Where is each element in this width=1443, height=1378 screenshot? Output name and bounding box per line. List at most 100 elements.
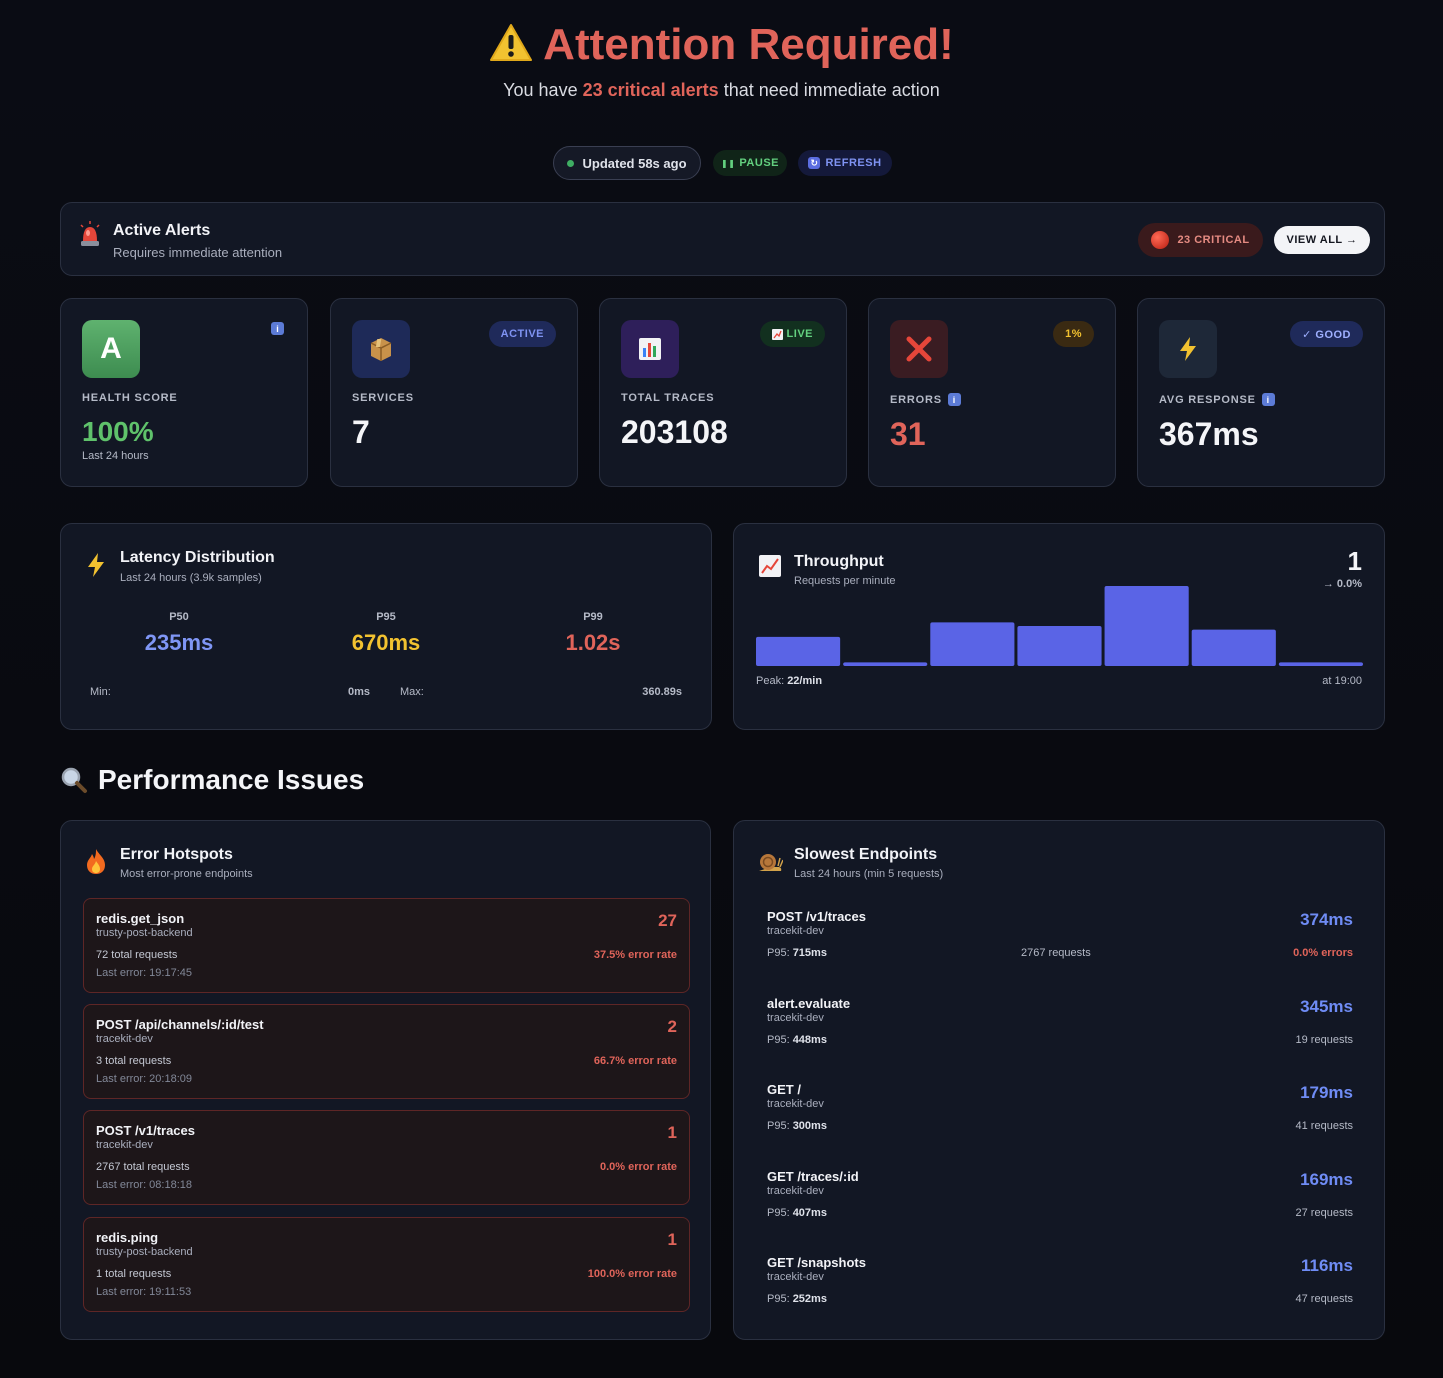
- request-count: 27 requests: [1295, 1207, 1353, 1219]
- good-badge: ✓ GOOD: [1290, 321, 1363, 347]
- health-grade: A: [82, 320, 140, 378]
- title-text: Attention Required!: [543, 20, 954, 69]
- avg-response-card: ✓ GOOD AVG RESPONSE i 367ms: [1137, 298, 1385, 487]
- slow-endpoint-row[interactable]: GET /snapshots tracekit-dev P95: 252ms 1…: [767, 1255, 1353, 1315]
- slow-endpoint-row[interactable]: GET / tracekit-dev P95: 300ms 179ms 41 r…: [767, 1082, 1353, 1142]
- last-error: Last error: 08:18:18: [96, 1179, 193, 1191]
- page-title: Attention Required!: [0, 20, 1443, 70]
- live-dot-icon: [567, 159, 575, 167]
- red-circle-icon: [1151, 231, 1170, 249]
- endpoint-name: redis.get_json: [96, 911, 185, 926]
- health-score-card: A i HEALTH SCORE 100% Last 24 hours: [60, 298, 308, 487]
- errors-value: 31: [890, 416, 926, 452]
- info-icon[interactable]: i: [271, 322, 284, 335]
- traces-value: 203108: [621, 414, 728, 450]
- error-rate-badge: 1%: [1053, 321, 1094, 347]
- slow-endpoint-row[interactable]: GET /traces/:id tracekit-dev P95: 407ms …: [767, 1169, 1353, 1229]
- total-traces-card: LIVE TOTAL TRACES 203108: [599, 298, 847, 487]
- errors-label: ERRORS i: [890, 393, 961, 406]
- avg-latency: 374ms: [1300, 910, 1353, 929]
- latency-subtitle: Last 24 hours (3.9k samples): [120, 572, 262, 584]
- health-value: 100%: [82, 416, 154, 447]
- package-icon: [352, 320, 410, 378]
- endpoint-name: redis.ping: [96, 1230, 159, 1245]
- response-label: AVG RESPONSE i: [1159, 393, 1275, 406]
- hotspots-subtitle: Most error-prone endpoints: [120, 868, 253, 880]
- total-requests: 2767 total requests: [96, 1161, 190, 1173]
- pause-button[interactable]: ❚❚ PAUSE: [713, 150, 787, 176]
- p95-latency: P95: 252ms: [767, 1293, 827, 1305]
- slow-endpoint-row[interactable]: POST /v1/traces tracekit-dev P95: 715ms …: [767, 909, 1353, 969]
- throughput-bar: [1104, 586, 1189, 666]
- service-name: trusty-post-backend: [96, 1246, 193, 1258]
- avg-latency: 179ms: [1300, 1083, 1353, 1102]
- services-label: SERVICES: [352, 392, 414, 404]
- bar-chart-icon: [621, 320, 679, 378]
- error-count: 1: [667, 1230, 677, 1249]
- latency-distribution-card: Latency Distribution Last 24 hours (3.9k…: [60, 523, 712, 730]
- hotspot-row[interactable]: redis.ping trusty-post-backend 1 total r…: [83, 1217, 690, 1312]
- total-requests: 1 total requests: [96, 1268, 172, 1280]
- response-value: 367ms: [1159, 416, 1259, 452]
- min-value: 0ms: [348, 686, 371, 698]
- endpoint-name: POST /v1/traces: [767, 909, 866, 924]
- throughput-trend: → 0.0%: [1322, 578, 1362, 590]
- request-count: 47 requests: [1295, 1293, 1353, 1305]
- view-all-button[interactable]: VIEW ALL →: [1274, 226, 1370, 254]
- live-badge: LIVE: [759, 321, 825, 347]
- critical-badge[interactable]: 23 CRITICAL: [1138, 223, 1263, 257]
- request-count: 2767 requests: [1021, 947, 1091, 959]
- slowest-endpoints-card: Slowest Endpoints Last 24 hours (min 5 r…: [733, 820, 1385, 1340]
- error-rate: 37.5% error rate: [593, 949, 677, 961]
- error-rate: 0.0% error rate: [599, 1161, 677, 1173]
- p50-label: P50: [169, 611, 189, 623]
- warning-icon: [490, 24, 533, 61]
- p95-value: 670ms: [351, 630, 421, 655]
- service-name: tracekit-dev: [767, 1185, 824, 1197]
- peak-time: at 19:00: [1322, 675, 1362, 687]
- hotspot-row[interactable]: redis.get_json trusty-post-backend 72 to…: [83, 898, 690, 993]
- peak-info: Peak: 22/min: [756, 675, 823, 687]
- updated-status: Updated 58s ago: [553, 146, 701, 180]
- max-label: Max:: [400, 686, 424, 698]
- hotspot-row[interactable]: POST /api/channels/:id/test tracekit-dev…: [83, 1004, 690, 1099]
- latency-title: Latency Distribution: [120, 549, 275, 566]
- p95-label: P95: [376, 611, 396, 623]
- throughput-bar: [843, 662, 928, 666]
- pause-icon: ❚❚: [721, 158, 736, 168]
- error-rate: 100.0% error rate: [587, 1268, 677, 1280]
- service-name: tracekit-dev: [96, 1033, 153, 1045]
- hotspots-title: Error Hotspots: [120, 846, 233, 863]
- refresh-button[interactable]: ↻ REFRESH: [798, 150, 892, 176]
- throughput-value: 1: [1347, 546, 1362, 576]
- throughput-subtitle: Requests per minute: [794, 575, 896, 587]
- request-count: 41 requests: [1295, 1120, 1353, 1132]
- slowest-title: Slowest Endpoints: [794, 846, 938, 863]
- throughput-bar: [1017, 626, 1102, 666]
- total-requests: 3 total requests: [96, 1055, 172, 1067]
- endpoint-name: GET /: [767, 1082, 801, 1097]
- hotspot-row[interactable]: POST /v1/traces tracekit-dev 2767 total …: [83, 1110, 690, 1205]
- active-alerts-bar: Active Alerts Requires immediate attenti…: [60, 202, 1385, 276]
- last-error: Last error: 19:11:53: [96, 1286, 192, 1298]
- p99-value: 1.02s: [565, 630, 621, 655]
- info-icon[interactable]: i: [1261, 393, 1275, 406]
- error-rate: 66.7% error rate: [593, 1055, 677, 1067]
- trend-chart-icon: [759, 555, 781, 577]
- p95-latency: P95: 407ms: [767, 1207, 827, 1219]
- p99-label: P99: [583, 611, 603, 623]
- p95-latency: P95: 448ms: [767, 1034, 827, 1046]
- service-name: tracekit-dev: [96, 1139, 153, 1151]
- lightning-icon: [88, 553, 104, 577]
- alerts-subtitle: Requires immediate attention: [113, 245, 283, 260]
- info-icon[interactable]: i: [947, 393, 961, 406]
- endpoint-name: alert.evaluate: [767, 996, 851, 1011]
- service-name: trusty-post-backend: [96, 927, 193, 939]
- critical-count-text: 23 critical alerts: [582, 80, 719, 100]
- avg-latency: 116ms: [1301, 1256, 1353, 1275]
- active-badge: ACTIVE: [488, 321, 556, 347]
- endpoint-name: GET /traces/:id: [767, 1169, 859, 1184]
- avg-latency: 345ms: [1300, 997, 1353, 1016]
- error-count: 27: [658, 911, 677, 930]
- slow-endpoint-row[interactable]: alert.evaluate tracekit-dev P95: 448ms 3…: [767, 996, 1353, 1056]
